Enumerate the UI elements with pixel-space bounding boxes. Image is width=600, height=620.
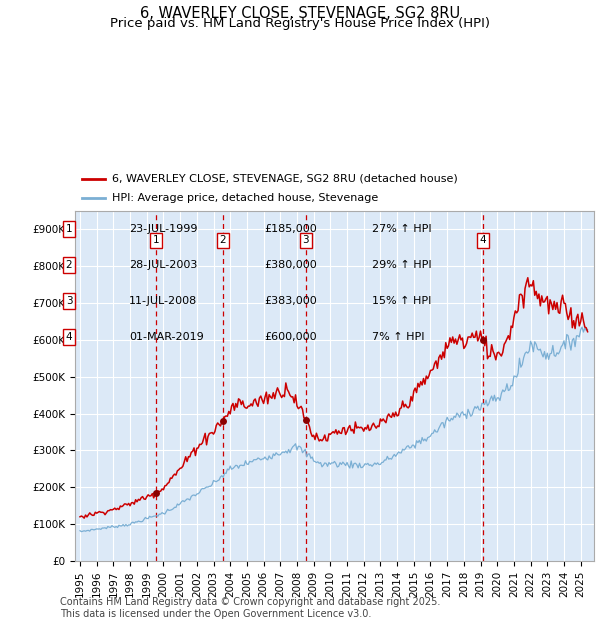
Text: 11-JUL-2008: 11-JUL-2008 (129, 296, 197, 306)
Text: £383,000: £383,000 (264, 296, 317, 306)
Text: 15% ↑ HPI: 15% ↑ HPI (372, 296, 431, 306)
Text: 28-JUL-2003: 28-JUL-2003 (129, 260, 197, 270)
Text: 4: 4 (480, 236, 487, 246)
Text: 1: 1 (152, 236, 159, 246)
Text: £185,000: £185,000 (264, 224, 317, 234)
Text: 01-MAR-2019: 01-MAR-2019 (129, 332, 204, 342)
Text: 23-JUL-1999: 23-JUL-1999 (129, 224, 197, 234)
Text: 6, WAVERLEY CLOSE, STEVENAGE, SG2 8RU (detached house): 6, WAVERLEY CLOSE, STEVENAGE, SG2 8RU (d… (112, 174, 458, 184)
Text: 2: 2 (65, 260, 73, 270)
Text: 3: 3 (65, 296, 73, 306)
Text: £600,000: £600,000 (264, 332, 317, 342)
Text: 2: 2 (220, 236, 226, 246)
Text: 4: 4 (65, 332, 73, 342)
Text: £380,000: £380,000 (264, 260, 317, 270)
Text: 6, WAVERLEY CLOSE, STEVENAGE, SG2 8RU: 6, WAVERLEY CLOSE, STEVENAGE, SG2 8RU (140, 6, 460, 21)
Text: 7% ↑ HPI: 7% ↑ HPI (372, 332, 425, 342)
Text: HPI: Average price, detached house, Stevenage: HPI: Average price, detached house, Stev… (112, 193, 379, 203)
Text: 1: 1 (65, 224, 73, 234)
Text: 3: 3 (302, 236, 309, 246)
Text: 29% ↑ HPI: 29% ↑ HPI (372, 260, 431, 270)
Text: 27% ↑ HPI: 27% ↑ HPI (372, 224, 431, 234)
Text: Contains HM Land Registry data © Crown copyright and database right 2025.
This d: Contains HM Land Registry data © Crown c… (60, 597, 440, 619)
Text: Price paid vs. HM Land Registry's House Price Index (HPI): Price paid vs. HM Land Registry's House … (110, 17, 490, 30)
